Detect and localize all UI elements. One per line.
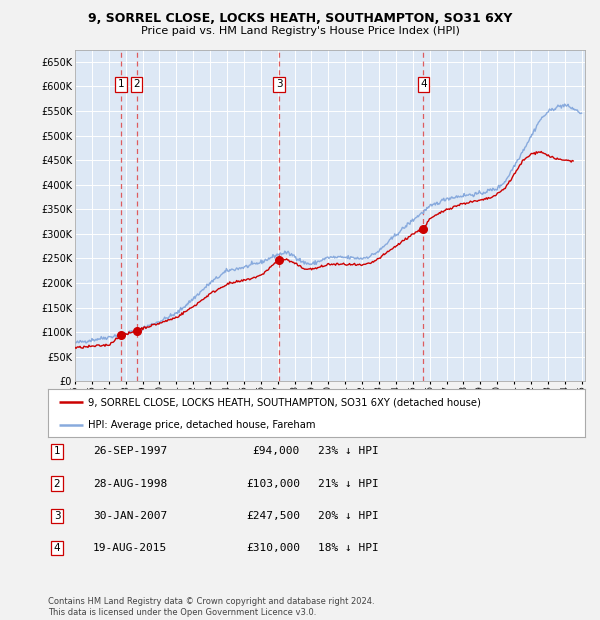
Text: £310,000: £310,000 [246,543,300,553]
Text: 30-JAN-2007: 30-JAN-2007 [93,511,167,521]
Text: 28-AUG-1998: 28-AUG-1998 [93,479,167,489]
Text: 23% ↓ HPI: 23% ↓ HPI [318,446,379,456]
Text: £247,500: £247,500 [246,511,300,521]
Text: 1: 1 [118,79,124,89]
Text: 1: 1 [53,446,61,456]
Text: 3: 3 [275,79,283,89]
Text: 9, SORREL CLOSE, LOCKS HEATH, SOUTHAMPTON, SO31 6XY (detached house): 9, SORREL CLOSE, LOCKS HEATH, SOUTHAMPTO… [88,397,481,407]
Text: 9, SORREL CLOSE, LOCKS HEATH, SOUTHAMPTON, SO31 6XY: 9, SORREL CLOSE, LOCKS HEATH, SOUTHAMPTO… [88,12,512,25]
Text: 26-SEP-1997: 26-SEP-1997 [93,446,167,456]
Text: 18% ↓ HPI: 18% ↓ HPI [318,543,379,553]
Text: Price paid vs. HM Land Registry's House Price Index (HPI): Price paid vs. HM Land Registry's House … [140,26,460,36]
Text: HPI: Average price, detached house, Fareham: HPI: Average price, detached house, Fare… [88,420,316,430]
Text: £94,000: £94,000 [253,446,300,456]
Text: 19-AUG-2015: 19-AUG-2015 [93,543,167,553]
Text: 4: 4 [53,543,61,553]
Text: Contains HM Land Registry data © Crown copyright and database right 2024.
This d: Contains HM Land Registry data © Crown c… [48,598,374,617]
Text: 20% ↓ HPI: 20% ↓ HPI [318,511,379,521]
Text: £103,000: £103,000 [246,479,300,489]
Text: 2: 2 [133,79,140,89]
Text: 21% ↓ HPI: 21% ↓ HPI [318,479,379,489]
Text: 4: 4 [420,79,427,89]
Text: 3: 3 [53,511,61,521]
Text: 2: 2 [53,479,61,489]
